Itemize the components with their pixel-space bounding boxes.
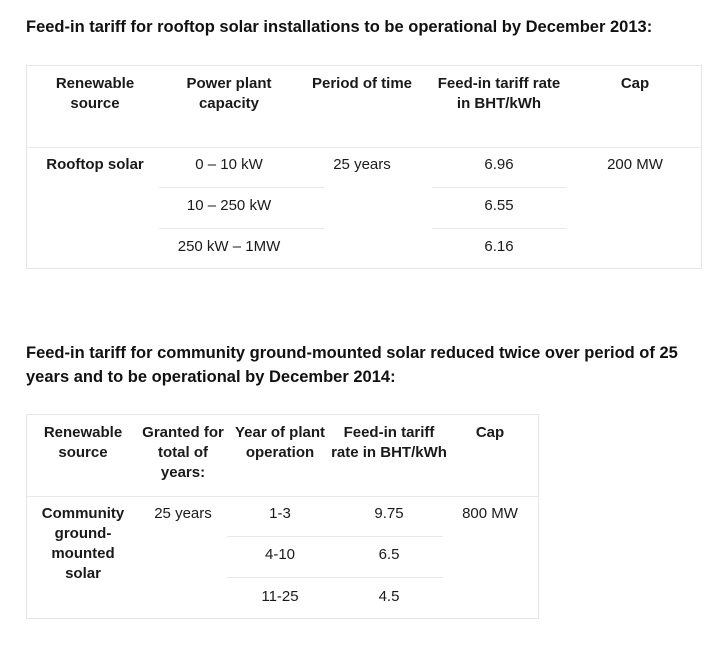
source-community-solar: Community ground-mounted solar	[41, 505, 125, 582]
period-value: 25 years	[333, 156, 391, 173]
header-feed-in-tariff-rate: Feed-in tariff rate in BHT/kWh	[437, 75, 561, 112]
row-divider	[227, 577, 443, 578]
table-row-rate: 6.5	[378, 546, 400, 563]
header-year-of-plant-operation: Year of plant operation	[234, 424, 326, 461]
header-cap: Cap	[475, 424, 505, 441]
table-row-rate: 6.55	[484, 197, 514, 214]
header-power-plant-capacity: Power plant capacity	[186, 75, 272, 112]
header-renewable-source: Renewable source	[43, 424, 123, 461]
header-cap: Cap	[620, 75, 650, 92]
table-row-rate: 4.5	[378, 588, 400, 605]
granted-years-value: 25 years	[154, 505, 212, 522]
table-row-rate: 9.75	[374, 505, 404, 522]
table-row-capacity: 0 – 10 kW	[195, 156, 263, 173]
community-solar-heading: Feed-in tariff for community ground-moun…	[26, 344, 678, 386]
row-divider	[432, 187, 567, 188]
source-rooftop-solar: Rooftop solar	[46, 156, 144, 173]
table-row-years: 11-25	[261, 588, 299, 605]
table-row-years: 1-3	[269, 505, 291, 522]
community-solar-tariff-table: Renewable source Granted for total of ye…	[26, 414, 539, 619]
header-divider	[27, 496, 538, 497]
table-row-capacity: 10 – 250 kW	[186, 197, 272, 214]
table-row-years: 4-10	[264, 546, 296, 563]
header-granted-years: Granted for total of years:	[142, 424, 224, 481]
table-row-rate: 6.16	[484, 238, 514, 255]
row-divider	[159, 187, 324, 188]
row-divider	[159, 228, 324, 229]
cap-value: 800 MW	[462, 505, 518, 522]
cap-value: 200 MW	[607, 156, 663, 173]
header-renewable-source: Renewable source	[55, 75, 135, 112]
table-row-capacity: 250 kW – 1MW	[177, 238, 281, 255]
rooftop-solar-tariff-table: Renewable source Power plant capacity Pe…	[26, 65, 702, 269]
row-divider	[432, 228, 567, 229]
header-divider	[27, 147, 701, 148]
row-divider	[227, 536, 443, 537]
rooftop-solar-heading: Feed-in tariff for rooftop solar install…	[26, 18, 653, 36]
table-row-rate: 6.96	[484, 156, 514, 173]
header-feed-in-tariff-rate: Feed-in tariff rate in BHT/kWh	[331, 424, 447, 461]
header-period-of-time: Period of time	[311, 75, 412, 92]
